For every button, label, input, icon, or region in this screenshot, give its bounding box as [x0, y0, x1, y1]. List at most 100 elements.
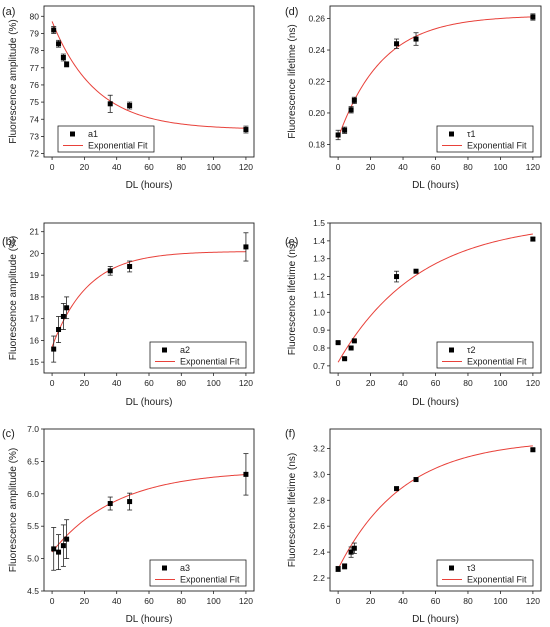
y-tick-label: 0.20: [308, 108, 325, 118]
legend-box: [149, 341, 247, 369]
y-tick-label: 16: [30, 335, 40, 345]
x-tick-label: 80: [463, 162, 473, 172]
fit-curve: [337, 445, 533, 570]
panel-label: (a): [2, 6, 15, 18]
x-tick-label: 20: [80, 596, 90, 606]
y-axis-title: Fluorescence amplitude (%): [8, 236, 19, 361]
y-tick-label: 1.2: [313, 272, 325, 282]
legend-marker: [449, 347, 454, 353]
legend-series-label: a2: [180, 345, 190, 355]
legend-fit-label: Exponential Fit: [88, 141, 148, 151]
x-tick-label: 60: [144, 162, 154, 172]
y-tick-label: 73: [30, 131, 40, 141]
legend: τ1 Exponential Fit: [436, 125, 534, 153]
data-point: [394, 274, 400, 280]
data-point: [351, 545, 357, 551]
panel-label: (d): [285, 6, 298, 18]
fit-curve: [51, 21, 246, 129]
data-point: [413, 268, 419, 274]
x-axis-title: DL (hours): [126, 180, 173, 191]
x-axis-title: DL (hours): [126, 397, 173, 408]
fit-curve: [51, 251, 246, 348]
y-tick-label: 19: [30, 270, 40, 280]
data-point: [351, 97, 357, 103]
x-tick-label: 40: [112, 162, 122, 172]
y-tick-label: 0.22: [308, 77, 325, 87]
x-tick-label: 0: [50, 596, 55, 606]
y-tick-label: 3.2: [313, 443, 325, 453]
legend-fit-label: Exponential Fit: [467, 141, 527, 151]
x-tick-label: 100: [493, 378, 507, 388]
x-tick-label: 100: [207, 162, 221, 172]
legend: τ3 Exponential Fit: [436, 559, 534, 587]
x-tick-label: 20: [366, 378, 376, 388]
fit-curve: [337, 233, 533, 363]
x-tick-label: 60: [431, 596, 441, 606]
x-tick-label: 0: [50, 378, 55, 388]
legend-marker: [70, 131, 75, 137]
x-tick-label: 60: [144, 378, 154, 388]
y-tick-label: 75: [30, 97, 40, 107]
data-point: [348, 549, 354, 555]
x-tick-label: 120: [239, 162, 253, 172]
x-tick-label: 100: [207, 596, 221, 606]
x-tick-label: 0: [336, 378, 341, 388]
y-tick-label: 2.6: [313, 521, 325, 531]
x-tick-label: 20: [366, 596, 376, 606]
data-point: [335, 132, 341, 138]
y-tick-label: 77: [30, 63, 40, 73]
y-tick-label: 0.18: [308, 139, 325, 149]
legend: τ2 Exponential Fit: [436, 341, 534, 369]
data-point: [530, 447, 536, 453]
data-point: [107, 268, 113, 274]
y-axis-title: Fluorescence amplitude (%): [8, 19, 19, 144]
legend-box: [436, 559, 534, 587]
data-point: [348, 107, 354, 113]
panel-label: (e): [285, 236, 298, 248]
y-tick-label: 2.4: [313, 547, 325, 557]
x-tick-label: 80: [177, 378, 187, 388]
x-tick-label: 20: [80, 378, 90, 388]
y-tick-label: 2.8: [313, 495, 325, 505]
legend-marker: [162, 347, 167, 353]
x-tick-label: 0: [336, 596, 341, 606]
data-point: [335, 340, 341, 346]
panel-e: (e) 0 20 40 60 80 100 120 0.7 0.8 0.9 1.0 1.1 1.2 1.3 1…: [285, 218, 542, 408]
data-point: [351, 338, 357, 344]
legend-fit-label: Exponential Fit: [180, 357, 240, 367]
x-tick-label: 60: [431, 162, 441, 172]
data-point: [335, 566, 341, 572]
data-point: [243, 244, 249, 250]
legend-series-label: τ2: [467, 345, 476, 355]
panel-f: (f) 0 20 40 60 80 100 120 2.2 2.4 2.6 2.8 3.0 3.2 DL (…: [285, 428, 542, 625]
panel-label: (c): [2, 428, 15, 440]
y-axis-title: Fluorescence lifetime (ns): [287, 453, 298, 567]
fit-curve: [51, 474, 246, 553]
x-tick-label: 100: [493, 162, 507, 172]
x-axis-title: DL (hours): [412, 614, 459, 625]
y-tick-label: 0.26: [308, 14, 325, 24]
data-point: [413, 36, 419, 42]
legend-box: [436, 341, 534, 369]
data-point: [394, 41, 400, 47]
data-point: [348, 345, 354, 351]
data-point: [56, 41, 62, 47]
data-point: [51, 27, 57, 33]
x-axis-title: DL (hours): [126, 614, 173, 625]
x-tick-label: 20: [80, 162, 90, 172]
y-tick-label: 15: [30, 357, 40, 367]
x-tick-label: 80: [177, 162, 187, 172]
y-tick-label: 1.0: [313, 307, 325, 317]
data-point: [51, 546, 57, 552]
data-point: [243, 127, 249, 133]
x-tick-label: 40: [112, 378, 122, 388]
y-axis-title: Fluorescence amplitude (%): [8, 448, 19, 573]
x-tick-label: 80: [463, 378, 473, 388]
data-point: [342, 563, 348, 569]
y-tick-label: 78: [30, 46, 40, 56]
legend-fit-label: Exponential Fit: [467, 575, 527, 585]
data-point: [530, 14, 536, 20]
y-tick-label: 4.5: [27, 586, 39, 596]
x-tick-label: 120: [239, 596, 253, 606]
